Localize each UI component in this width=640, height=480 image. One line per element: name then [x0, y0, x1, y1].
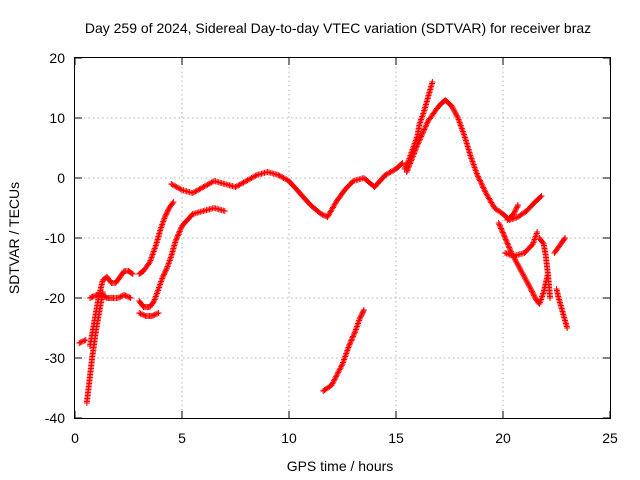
series-markers	[495, 220, 551, 307]
series-markers	[401, 79, 436, 172]
series-arc-h	[168, 160, 406, 220]
series-markers	[403, 97, 545, 223]
series-arc-g	[136, 310, 162, 319]
x-tick-label: 5	[178, 430, 186, 446]
series-arc-d	[87, 292, 134, 301]
series-arc-p	[553, 286, 571, 331]
series-markers	[87, 268, 136, 349]
series-arc-b	[83, 289, 106, 406]
y-tick-label: -10	[45, 230, 65, 246]
x-tick-label: 15	[388, 430, 404, 446]
axis-ticks: 0 5 10 15 20 25 -40 -30 -20 -10 0 10 20	[45, 50, 618, 446]
series-arc-o	[504, 202, 521, 223]
series-markers	[504, 202, 521, 223]
y-axis-label: SDTVAR / TECUs	[6, 182, 22, 294]
y-tick-label: -20	[45, 290, 65, 306]
y-tick-label: -30	[45, 350, 65, 366]
y-tick-label: 10	[49, 110, 65, 126]
x-tick-label: 0	[71, 430, 79, 446]
series-markers	[76, 337, 89, 346]
plot-frame	[74, 57, 611, 419]
series-arc-n	[536, 235, 554, 301]
x-axis-label: GPS time / hours	[287, 458, 394, 474]
series-markers	[502, 229, 541, 259]
series-arc-i	[320, 307, 367, 394]
series-markers	[551, 235, 569, 256]
y-tick-label: -40	[45, 410, 65, 426]
series-markers	[83, 289, 106, 406]
series-markers	[136, 310, 162, 319]
series-markers	[136, 199, 177, 277]
series-markers	[536, 235, 554, 301]
series-arc-j	[401, 79, 436, 172]
y-tick-label: 0	[57, 170, 65, 186]
series-markers	[136, 205, 228, 310]
series-arc-l	[495, 220, 551, 307]
series-arc-k	[403, 97, 545, 223]
series-arc-m	[502, 229, 541, 259]
series-arc-c	[87, 268, 136, 349]
series-markers	[553, 286, 571, 331]
x-tick-label: 10	[281, 430, 297, 446]
chart-title: Day 259 of 2024, Sidereal Day-to-day VTE…	[85, 20, 591, 36]
series-arc-q	[551, 235, 569, 256]
series-arc-a	[76, 337, 89, 346]
series-arc-f	[136, 205, 228, 310]
series-markers	[87, 292, 134, 301]
series-markers	[168, 160, 406, 220]
series-markers	[320, 307, 367, 394]
data-series	[76, 79, 571, 406]
x-tick-label: 25	[602, 430, 618, 446]
y-tick-label: 20	[49, 50, 65, 66]
x-tick-label: 20	[495, 430, 511, 446]
series-arc-e	[136, 199, 177, 277]
